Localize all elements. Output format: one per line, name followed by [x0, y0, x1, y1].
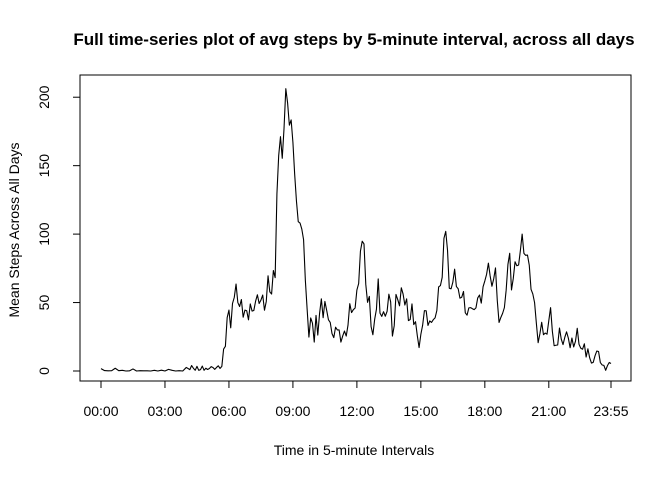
x-tick-label: 23:55	[593, 403, 628, 419]
y-tick-label: 100	[36, 222, 52, 246]
x-tick-label: 21:00	[531, 403, 566, 419]
chart-title: Full time-series plot of avg steps by 5-…	[73, 30, 634, 49]
x-axis-label: Time in 5-minute Intervals	[274, 442, 435, 458]
x-tick-label: 09:00	[275, 403, 310, 419]
y-tick-label: 200	[36, 85, 52, 109]
x-tick-label: 12:00	[339, 403, 374, 419]
series-line-mean-steps	[101, 89, 611, 371]
y-tick-label: 50	[36, 295, 52, 311]
y-axis: 0 50 100 150 200	[36, 85, 80, 375]
x-tick-label: 03:00	[147, 403, 182, 419]
x-tick-label: 00:00	[83, 403, 118, 419]
x-axis: 00:00 03:00 06:00 09:00 12:00 15:00 18:00 21:00…	[83, 381, 628, 419]
x-tick-label: 15:00	[403, 403, 438, 419]
plot-frame	[80, 75, 631, 381]
x-tick-label: 06:00	[211, 403, 246, 419]
y-tick-label: 0	[36, 367, 52, 375]
y-axis-label: Mean Steps Across All Days	[6, 142, 22, 317]
series-layer	[101, 89, 611, 371]
x-tick-label: 18:00	[467, 403, 502, 419]
y-tick-label: 150	[36, 154, 52, 178]
